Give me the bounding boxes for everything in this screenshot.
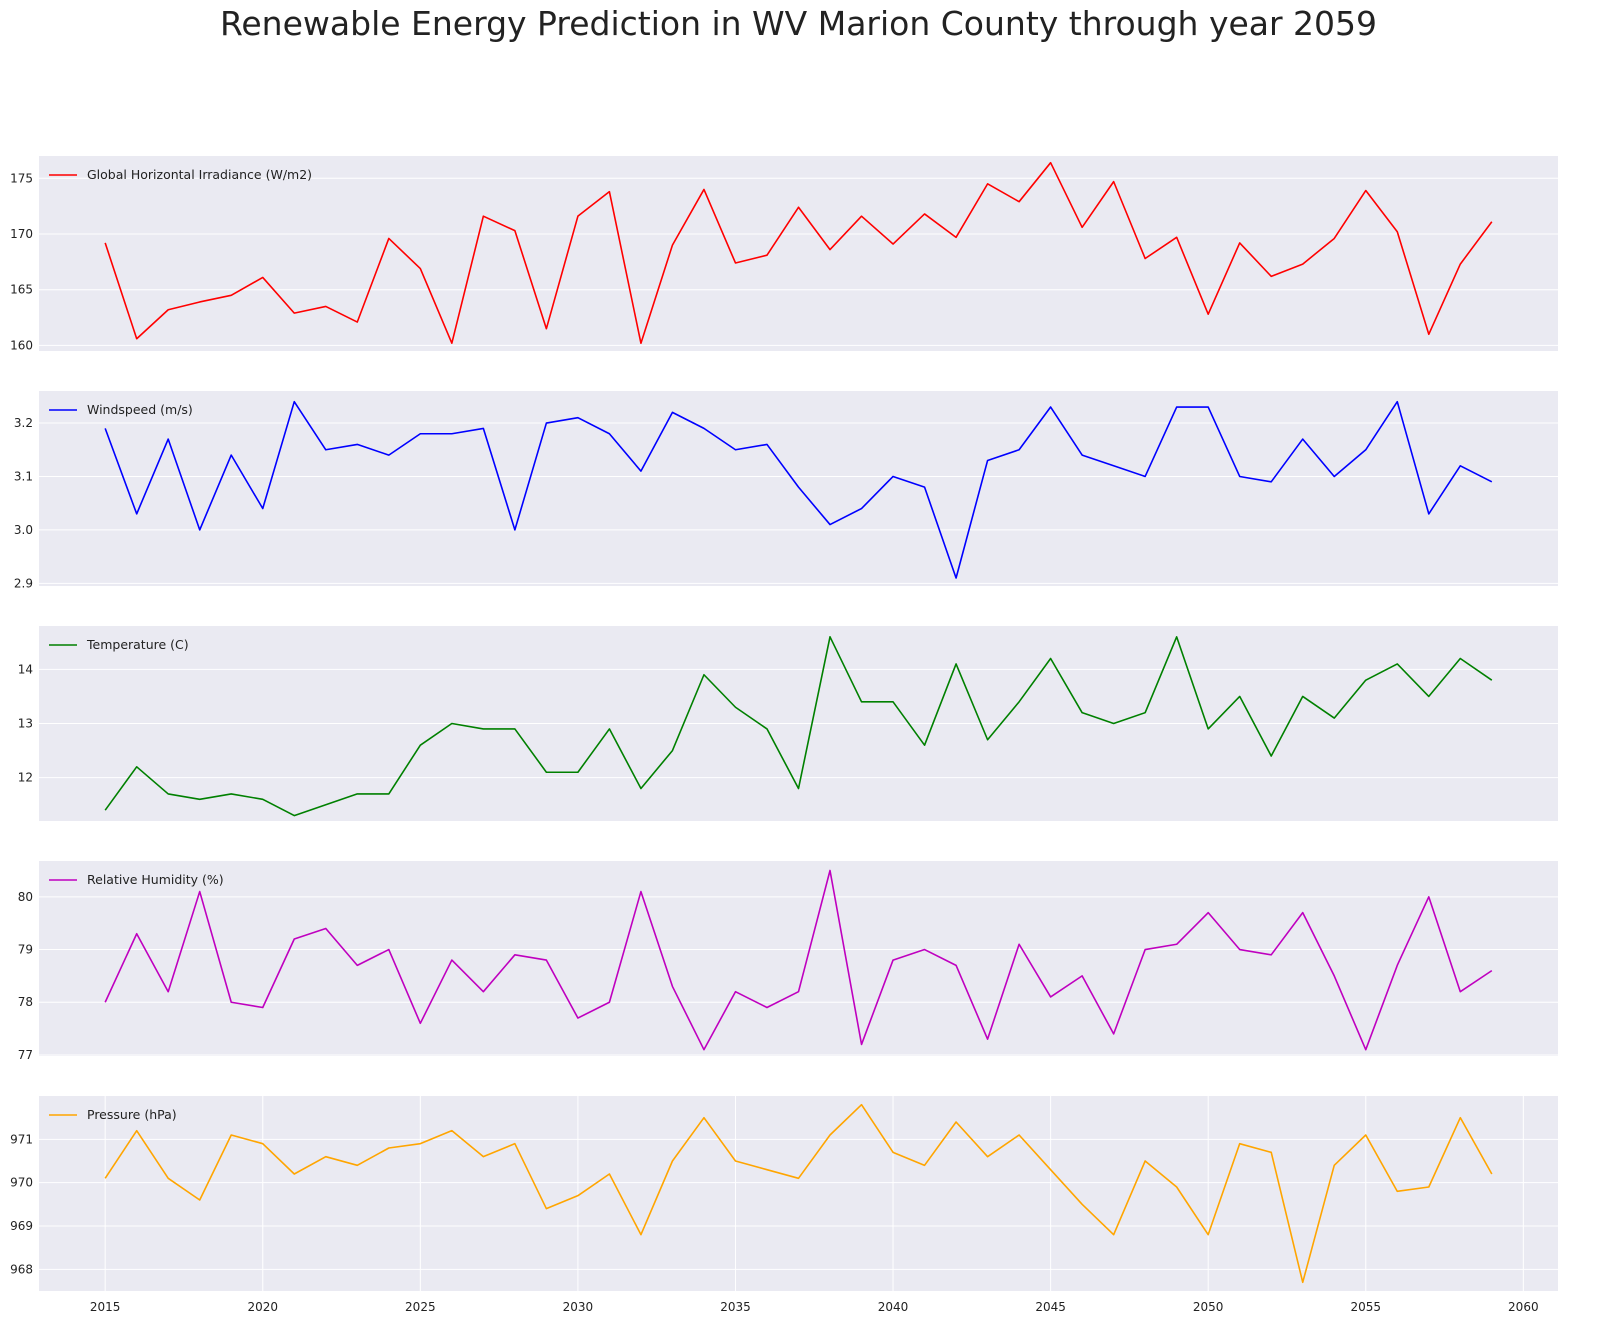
y-tick-label: 77 (18, 1048, 33, 1062)
legend: Global Horizontal Irradiance (W/m2) (49, 167, 312, 182)
y-tick-label: 80 (18, 890, 33, 904)
legend: Temperature (C) (49, 637, 189, 652)
y-tick-label: 3.0 (14, 523, 33, 537)
x-tick-label: 2030 (563, 1300, 594, 1314)
legend-label: Relative Humidity (%) (87, 872, 224, 887)
y-tick-label: 79 (18, 943, 33, 957)
y-tick-label: 170 (10, 227, 33, 241)
x-tick-label: 2050 (1193, 1300, 1224, 1314)
subplot-4: 77 78 79 80 Relative Humidity (%) (18, 861, 1558, 1062)
legend-label: Pressure (hPa) (87, 1107, 177, 1122)
legend: Windspeed (m/s) (49, 402, 193, 417)
y-tick-label: 3.1 (14, 469, 33, 483)
y-tick-label: 970 (10, 1176, 33, 1190)
y-tick-label: 969 (10, 1219, 33, 1233)
x-tick-label: 2020 (247, 1300, 278, 1314)
subplot-3: 12 13 14 Temperature (C) (18, 626, 1558, 821)
x-tick-label: 2045 (1035, 1300, 1066, 1314)
legend-label: Temperature (C) (86, 637, 189, 652)
subplot-5: 2015 2020 2025 2030 2035 2040 2045 2050 2055 2060… (10, 1096, 1558, 1314)
plot-area (39, 861, 1558, 1056)
y-tick-label: 165 (10, 283, 33, 297)
y-tick-label: 13 (18, 717, 33, 731)
x-tick-label: 2015 (90, 1300, 121, 1314)
x-tick-label: 2025 (405, 1300, 436, 1314)
y-tick-label: 968 (10, 1262, 33, 1276)
legend-label: Windspeed (m/s) (87, 402, 193, 417)
legend: Pressure (hPa) (49, 1107, 177, 1122)
y-tick-label: 78 (18, 995, 33, 1009)
x-tick-label: 2035 (720, 1300, 751, 1314)
legend: Relative Humidity (%) (49, 872, 224, 887)
y-tick-label: 12 (18, 771, 33, 785)
x-tick-label: 2060 (1508, 1300, 1539, 1314)
y-tick-label: 971 (10, 1132, 33, 1146)
subplot-1: 160 165 170 175 Global Horizontal Irradiance… (10, 156, 1558, 352)
plot-area (39, 156, 1558, 351)
plot-area (39, 391, 1558, 586)
y-tick-label: 2.9 (14, 576, 33, 590)
y-tick-label: 160 (10, 338, 33, 352)
y-tick-label: 175 (10, 171, 33, 185)
y-tick-label: 14 (18, 662, 33, 676)
subplot-2: 2.9 3.0 3.1 3.2 Windspeed (m/s) (14, 391, 1558, 590)
x-tick-label: 2040 (878, 1300, 909, 1314)
y-tick-label: 3.2 (14, 416, 33, 430)
legend-label: Global Horizontal Irradiance (W/m2) (87, 167, 312, 182)
figure-title: Renewable Energy Prediction in WV Marion… (219, 4, 1378, 43)
x-tick-label: 2055 (1350, 1300, 1381, 1314)
plot-area (39, 1096, 1558, 1291)
